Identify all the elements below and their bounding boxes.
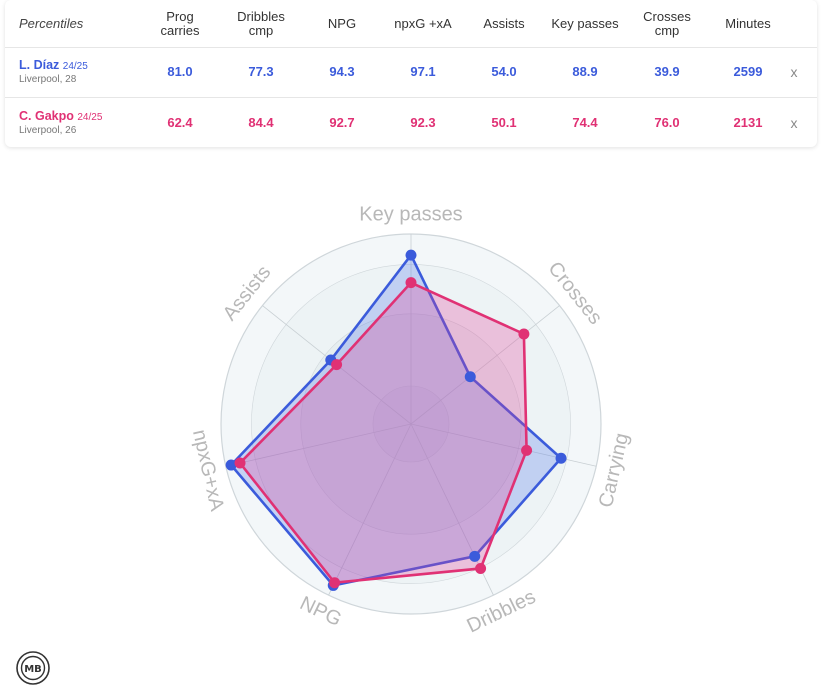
- series-polygon: [229, 252, 563, 587]
- stat-value: 62.4: [167, 115, 193, 130]
- column-header-line2: cmp: [654, 22, 680, 38]
- player-row-diaz: L. Díaz 24/25 Liverpool, 28 81.0 77.3 94.3…: [5, 47, 817, 98]
- stat-value: 81.0: [167, 64, 193, 79]
- column-header-line1: Key passes: [551, 15, 619, 31]
- stat-value: 2131: [733, 115, 763, 130]
- data-point[interactable]: [225, 459, 237, 471]
- stat-value: 77.3: [248, 64, 274, 79]
- player-row-gakpo: C. Gakpo 24/25 Liverpool, 26 62.4 84.4 92.…: [5, 98, 817, 147]
- stat-value: 54.0: [491, 64, 517, 79]
- table-header: Percentiles Prog carries Dribbles cmp NPG npx…: [5, 0, 817, 48]
- stat-value: 84.4: [248, 115, 274, 130]
- column-header[interactable]: Minutes: [708, 0, 788, 47]
- player-cell[interactable]: C. Gakpo 24/25 Liverpool, 26: [19, 98, 149, 147]
- axis-label: Key passes: [359, 203, 462, 225]
- data-point[interactable]: [469, 550, 481, 562]
- column-header[interactable]: npxG +xA: [383, 0, 463, 47]
- series-polygon: [238, 281, 528, 585]
- column-header-line1: NPG: [327, 15, 357, 31]
- column-header-line1: Prog: [166, 8, 194, 24]
- column-header-line1: Crosses: [643, 8, 691, 24]
- player-name[interactable]: C. Gakpo: [19, 109, 74, 123]
- percentiles-label: Percentiles: [19, 15, 84, 31]
- axis-spoke: [225, 423, 412, 467]
- logo-text: MB: [24, 664, 42, 675]
- stat-value: 92.7: [329, 115, 355, 130]
- stat-value: 39.9: [654, 64, 680, 79]
- stat-value: 50.1: [491, 115, 517, 130]
- data-point[interactable]: [329, 577, 341, 589]
- player-name[interactable]: L. Díaz: [19, 58, 60, 72]
- remove-player-button[interactable]: x: [790, 64, 798, 80]
- axis-spoke: [328, 423, 412, 596]
- column-header-line1: Assists: [483, 15, 525, 31]
- data-point[interactable]: [555, 452, 567, 464]
- column-header[interactable]: Dribbles cmp: [221, 0, 301, 47]
- player-season: 24/25: [77, 112, 103, 123]
- data-point[interactable]: [475, 562, 487, 574]
- column-header-line2: cmp: [248, 22, 274, 38]
- data-point[interactable]: [405, 277, 417, 289]
- data-point[interactable]: [521, 444, 533, 456]
- column-header[interactable]: Key passes: [545, 0, 625, 47]
- column-header[interactable]: Prog carries: [140, 0, 220, 47]
- column-header-line1: npxG +xA: [394, 15, 452, 31]
- remove-player-button[interactable]: x: [790, 115, 798, 131]
- stat-value: 97.1: [410, 64, 436, 79]
- player-season: 24/25: [62, 61, 88, 72]
- column-header-line1: Dribbles: [237, 8, 285, 24]
- stat-value: 74.4: [572, 115, 598, 130]
- data-point[interactable]: [234, 457, 246, 469]
- mb-logo: MB: [16, 651, 50, 685]
- data-point[interactable]: [331, 359, 343, 371]
- data-point[interactable]: [518, 328, 530, 340]
- stat-value: 94.3: [329, 64, 355, 79]
- stat-value: 2599: [733, 64, 763, 79]
- column-header[interactable]: NPG: [302, 0, 382, 47]
- data-point[interactable]: [464, 371, 476, 383]
- comparison-table: Percentiles Prog carries Dribbles cmp NPG npx…: [5, 0, 817, 147]
- player-team: Liverpool, 26: [19, 125, 77, 136]
- stat-value: 92.3: [410, 115, 436, 130]
- stat-value: 88.9: [572, 64, 598, 79]
- column-header-line1: Minutes: [725, 15, 771, 31]
- axis-spoke: [410, 305, 560, 425]
- column-header-line2: carries: [160, 22, 200, 38]
- column-header[interactable]: Assists: [464, 0, 544, 47]
- player-team: Liverpool, 28: [19, 74, 77, 85]
- player-cell[interactable]: L. Díaz 24/25 Liverpool, 28: [19, 47, 149, 97]
- stat-value: 76.0: [654, 115, 680, 130]
- data-point[interactable]: [405, 249, 417, 261]
- column-header[interactable]: Crosses cmp: [627, 0, 707, 47]
